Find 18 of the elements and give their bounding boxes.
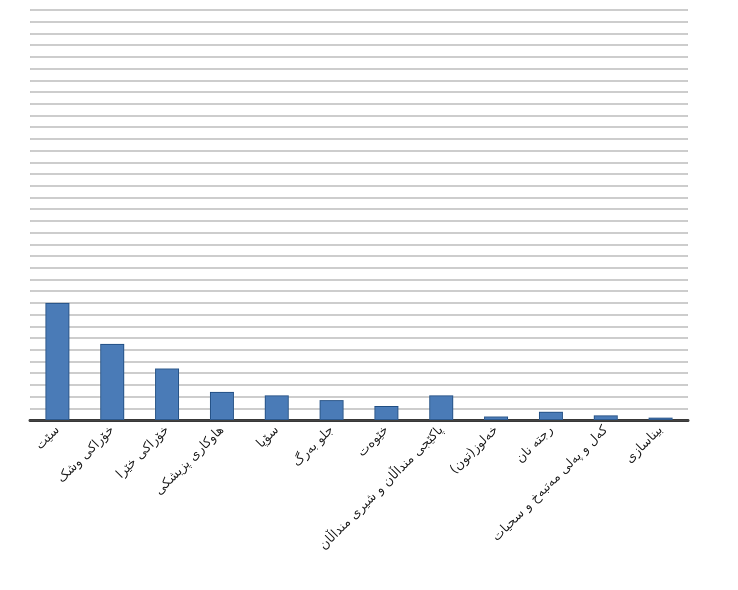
x-tick-label: رجتە نان: [512, 422, 556, 466]
x-tick-label: سۆپا: [254, 422, 282, 452]
x-tick-label: بیناسازی: [622, 422, 666, 466]
x-tick-label: جلو بەرگ: [289, 422, 337, 470]
bar: [538, 412, 563, 420]
bar: [484, 416, 508, 420]
bar: [429, 395, 454, 420]
bar: [210, 392, 234, 420]
bar: [45, 302, 70, 420]
x-tick-label: خەلوز(تون): [446, 422, 502, 478]
bar: [155, 368, 180, 420]
x-tick-label: خێوەت: [354, 422, 392, 460]
bar: [100, 344, 124, 420]
bar: [594, 415, 618, 420]
bar: [264, 395, 289, 420]
bar: [320, 400, 344, 420]
bar: [374, 406, 398, 420]
x-tick-label: سێت: [32, 422, 63, 453]
